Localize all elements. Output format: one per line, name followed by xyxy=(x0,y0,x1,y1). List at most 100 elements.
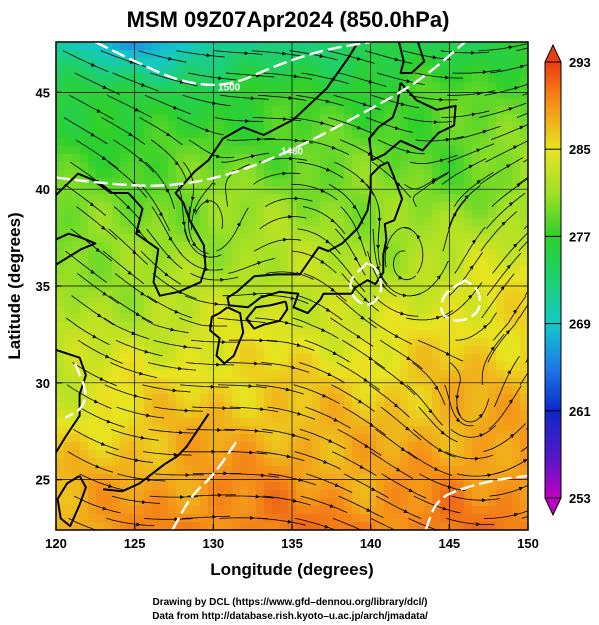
field-cell xyxy=(496,154,505,163)
field-cell xyxy=(232,474,241,483)
streamline-arrow xyxy=(260,407,265,412)
field-cell xyxy=(320,402,329,411)
field-cell xyxy=(424,106,433,115)
field-cell xyxy=(240,322,249,331)
field-cell xyxy=(408,42,417,51)
streamline xyxy=(259,216,307,230)
field-cell xyxy=(392,362,401,371)
field-cell xyxy=(448,298,457,307)
field-cell xyxy=(248,186,257,195)
field-cell xyxy=(144,410,153,419)
field-cell xyxy=(184,194,193,203)
field-cell xyxy=(264,82,273,91)
field-cell xyxy=(408,362,417,371)
field-cell xyxy=(264,90,273,99)
field-cell xyxy=(256,74,265,83)
field-cell xyxy=(264,458,273,467)
field-cell xyxy=(504,458,513,467)
field-cell xyxy=(176,442,185,451)
field-cell xyxy=(480,274,489,283)
streamline-arrow xyxy=(439,97,444,102)
streamline-arrow xyxy=(216,362,221,367)
field-cell xyxy=(512,330,521,339)
field-cell xyxy=(512,354,521,363)
streamline xyxy=(67,451,114,473)
field-cell xyxy=(232,274,241,283)
field-cell xyxy=(304,394,313,403)
field-cell xyxy=(280,106,289,115)
field-cell xyxy=(456,58,465,67)
field-cell xyxy=(336,98,345,107)
field-cell xyxy=(384,418,393,427)
field-cell xyxy=(64,418,73,427)
field-cell xyxy=(56,82,65,91)
field-cell xyxy=(400,90,409,99)
field-cell xyxy=(112,82,121,91)
field-cell xyxy=(512,186,521,195)
field-cell xyxy=(160,186,169,195)
field-cell xyxy=(328,522,337,530)
field-cell xyxy=(296,394,305,403)
field-cell xyxy=(64,450,73,459)
streamline-arrow xyxy=(405,426,410,431)
streamline xyxy=(139,117,183,146)
field-cell xyxy=(344,402,353,411)
streamline xyxy=(63,117,108,145)
field-cell xyxy=(184,466,193,475)
field-cell xyxy=(120,314,129,323)
field-cell xyxy=(160,242,169,251)
field-cell xyxy=(352,378,361,387)
field-cell xyxy=(480,458,489,467)
field-cell xyxy=(112,370,121,379)
field-cell xyxy=(304,170,313,179)
field-cell xyxy=(256,338,265,347)
field-cell xyxy=(128,42,137,51)
field-cell xyxy=(272,482,281,491)
field-cell xyxy=(368,274,377,283)
streamline xyxy=(62,50,109,73)
field-cell xyxy=(112,514,121,523)
field-cell xyxy=(64,82,73,91)
streamline-arrow xyxy=(406,79,411,84)
field-cell xyxy=(496,354,505,363)
field-cell xyxy=(256,186,265,195)
field-cell xyxy=(312,506,321,515)
field-cell xyxy=(424,186,433,195)
field-cell xyxy=(344,82,353,91)
field-cell xyxy=(352,178,361,187)
field-cell xyxy=(344,314,353,323)
field-cell xyxy=(128,90,137,99)
streamline-arrow xyxy=(141,500,147,505)
field-cell xyxy=(408,186,417,195)
field-cell xyxy=(256,98,265,107)
field-cell xyxy=(512,170,521,179)
field-cell xyxy=(208,186,217,195)
field-cell xyxy=(64,130,73,139)
field-cell xyxy=(304,370,313,379)
streamline xyxy=(262,495,311,506)
streamline-arrow xyxy=(327,372,332,377)
field-cell xyxy=(368,162,377,171)
field-cell xyxy=(320,194,329,203)
field-cell xyxy=(416,66,425,75)
field-cell xyxy=(256,154,265,163)
field-cell xyxy=(512,58,521,67)
field-cell xyxy=(424,490,433,499)
field-cell xyxy=(440,162,449,171)
field-cell xyxy=(296,154,305,163)
field-cell xyxy=(320,114,329,123)
field-cell xyxy=(440,370,449,379)
field-cell xyxy=(152,234,161,243)
streamline xyxy=(214,50,263,55)
field-cell xyxy=(256,178,265,187)
field-cell xyxy=(200,466,209,475)
field-cell xyxy=(152,458,161,467)
field-cell xyxy=(192,362,201,371)
field-cell xyxy=(112,330,121,339)
streamline-arrow xyxy=(436,315,441,320)
field-cell xyxy=(176,234,185,243)
field-cell xyxy=(192,410,201,419)
field-cell xyxy=(224,386,233,395)
field-cell xyxy=(504,98,513,107)
streamline xyxy=(454,226,486,274)
